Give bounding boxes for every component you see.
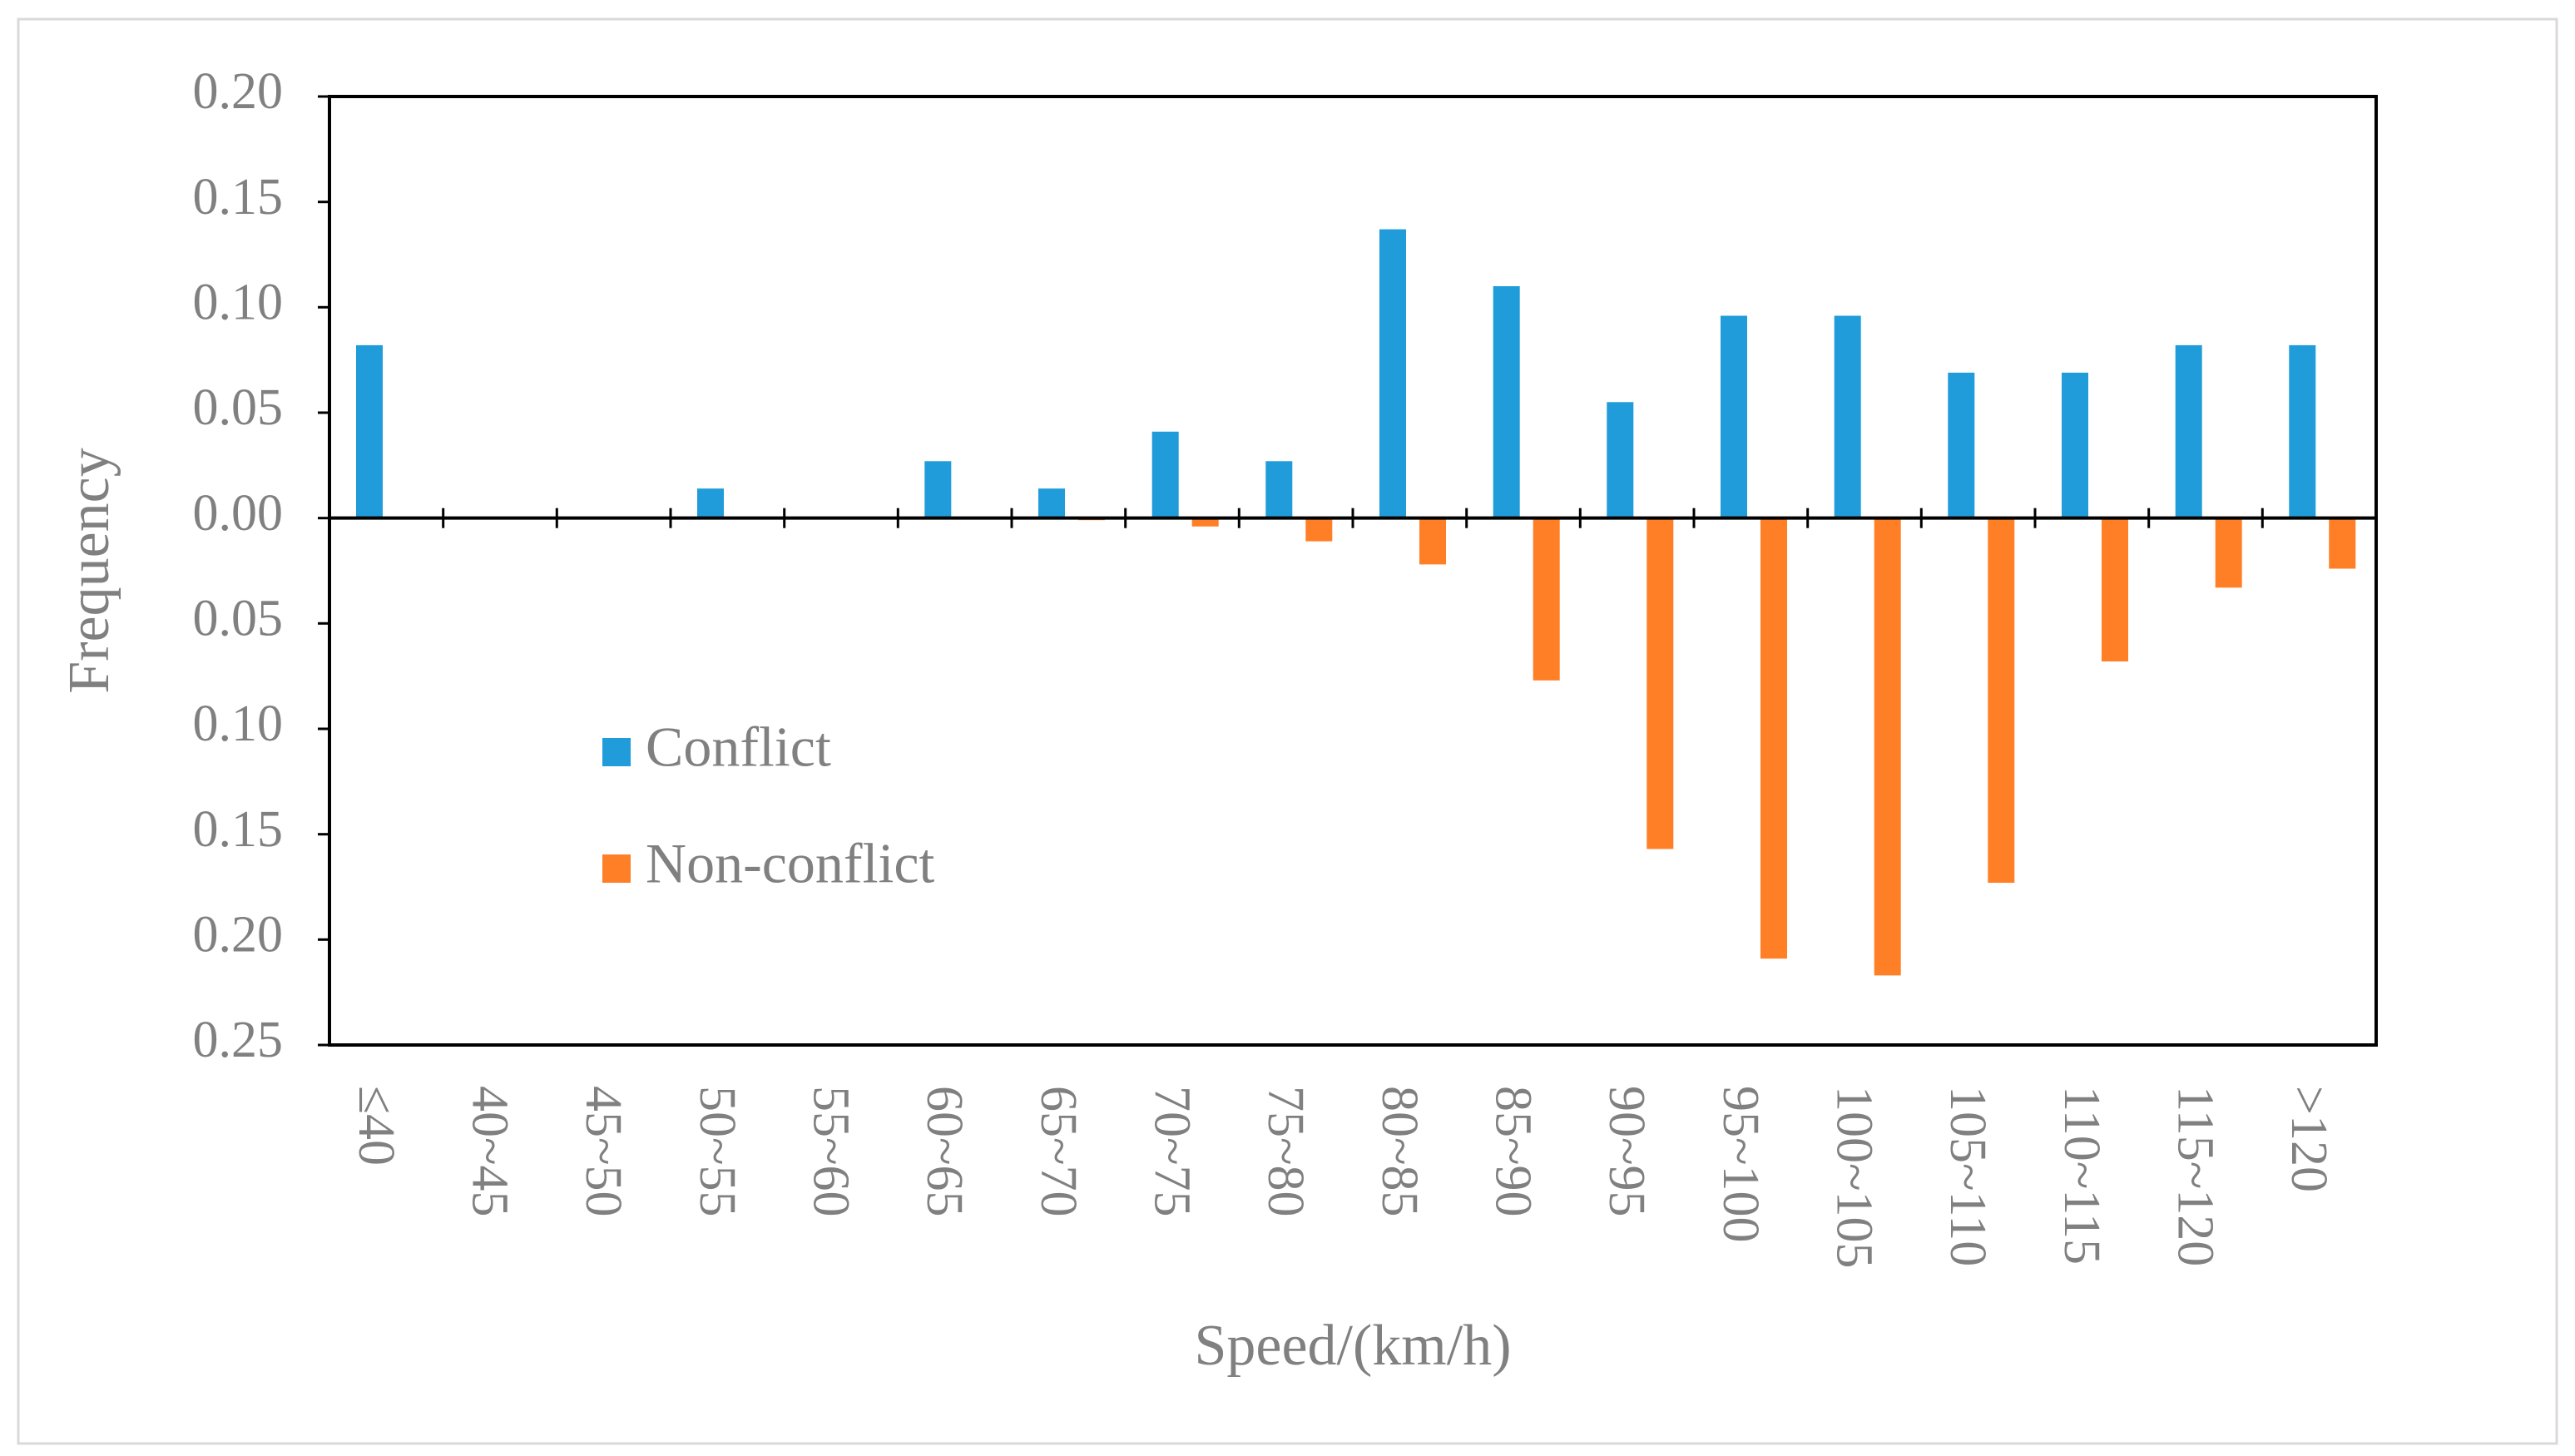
x-tick-label: ≤40 <box>348 1086 404 1166</box>
axis-ticks <box>318 95 2264 1047</box>
x-tick-label: 105~110 <box>1939 1086 1996 1266</box>
bar-conflict-110~115 <box>2062 372 2088 518</box>
bar-conflict-75~80 <box>1265 461 1293 518</box>
y-tick-label: 0.25 <box>193 1012 284 1068</box>
bar-non-conflict->120 <box>2329 518 2356 569</box>
x-tick-label: 40~45 <box>461 1086 517 1217</box>
bar-conflict-≤40 <box>356 344 383 518</box>
legend-label-conflict: Conflict <box>646 716 831 779</box>
bars-layer <box>356 229 2356 976</box>
y-tick-label: 0.20 <box>193 907 284 963</box>
legend: Conflict Non-conflict <box>602 716 935 895</box>
x-tick-label: 55~60 <box>802 1086 859 1217</box>
y-tick-label: 0.00 <box>193 485 284 542</box>
bar-non-conflict-100~105 <box>1874 518 1901 976</box>
y-tick-label: 0.10 <box>193 696 284 752</box>
legend-swatch-non-conflict <box>602 854 631 883</box>
bar-non-conflict-110~115 <box>2102 518 2128 661</box>
x-tick-label: 90~95 <box>1598 1086 1655 1217</box>
x-tick-label: 85~90 <box>1484 1086 1541 1217</box>
y-tick-label: 0.15 <box>193 169 284 225</box>
bar-conflict-105~110 <box>1948 372 1975 518</box>
bar-conflict-90~95 <box>1607 402 1634 518</box>
y-axis-title: Frequency <box>57 448 121 693</box>
y-tick-label: 0.05 <box>193 591 284 647</box>
chart-frame <box>17 17 2558 1445</box>
bar-non-conflict-95~100 <box>1760 518 1787 959</box>
legend-swatch-conflict <box>602 738 631 766</box>
x-tick-label: 110~115 <box>2053 1086 2110 1265</box>
bar-non-conflict-90~95 <box>1647 518 1674 849</box>
y-axis-tick-labels: 0.20 0.15 0.10 0.05 0.00 0.05 0.10 0.15 0.20 0.25 <box>193 63 284 1068</box>
x-tick-label: 100~105 <box>1825 1086 1882 1269</box>
x-axis-title: Speed/(km/h) <box>1194 1314 1511 1378</box>
bar-non-conflict-115~120 <box>2215 518 2242 588</box>
bar-conflict-60~65 <box>924 461 952 518</box>
bar-non-conflict-70~75 <box>1191 518 1219 527</box>
bar-conflict-100~105 <box>1834 315 1861 518</box>
bar-conflict-70~75 <box>1151 431 1179 518</box>
x-tick-label: 45~50 <box>575 1086 631 1217</box>
x-tick-label: >120 <box>2280 1086 2337 1192</box>
x-tick-label: 115~120 <box>2166 1086 2223 1266</box>
x-axis-tick-labels: ≤40 40~45 45~50 50~55 55~60 60~65 65~70 70~75 75… <box>348 1086 2337 1269</box>
plot-area-border <box>328 95 2378 1047</box>
bar-conflict-85~90 <box>1493 286 1520 518</box>
x-tick-label: 70~75 <box>1143 1086 1200 1217</box>
y-tick-label: 0.10 <box>193 275 284 331</box>
bar-conflict-115~120 <box>2175 344 2202 518</box>
bar-conflict-65~70 <box>1038 488 1065 518</box>
bar-non-conflict-80~85 <box>1419 518 1446 565</box>
y-tick-label: 0.15 <box>193 801 284 858</box>
bar-non-conflict-85~90 <box>1533 518 1560 681</box>
bar-non-conflict-75~80 <box>1305 518 1333 542</box>
x-tick-label: 60~65 <box>916 1086 973 1217</box>
bar-conflict-50~55 <box>697 488 724 518</box>
bar-conflict->120 <box>2289 344 2316 518</box>
x-tick-label: 80~85 <box>1371 1086 1428 1217</box>
x-tick-label: 50~55 <box>689 1086 745 1217</box>
bar-conflict-80~85 <box>1379 229 1406 518</box>
x-tick-label: 65~70 <box>1030 1086 1087 1217</box>
y-tick-label: 0.20 <box>193 63 284 120</box>
bar-non-conflict-105~110 <box>1988 518 2015 883</box>
y-tick-label: 0.05 <box>193 379 284 436</box>
x-tick-label: 95~100 <box>1712 1086 1769 1243</box>
bar-conflict-95~100 <box>1721 315 1747 518</box>
legend-label-non-conflict: Non-conflict <box>646 832 935 895</box>
x-tick-label: 75~80 <box>1257 1086 1314 1217</box>
